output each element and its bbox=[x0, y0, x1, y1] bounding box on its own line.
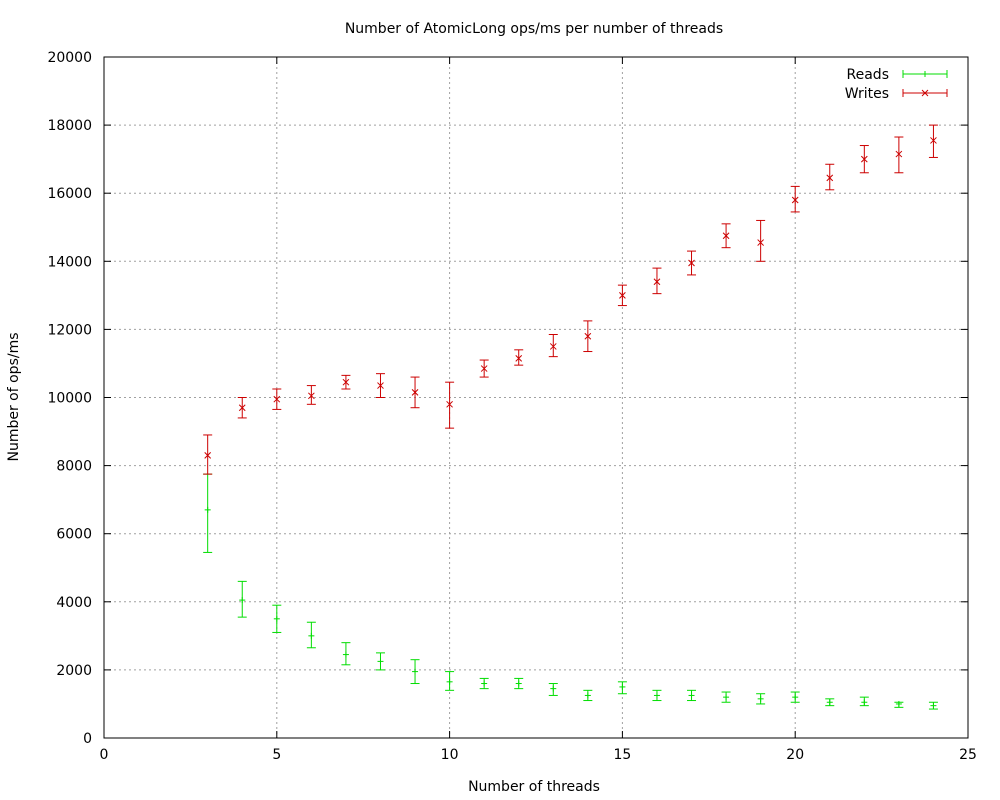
series-writes bbox=[203, 124, 938, 475]
y-tick-label: 2000 bbox=[56, 663, 92, 679]
y-tick-label: 18000 bbox=[47, 118, 92, 134]
series-reads bbox=[203, 473, 938, 710]
marker-cross-b bbox=[308, 392, 315, 400]
marker-cross-b bbox=[921, 89, 929, 97]
y-tick-label: 0 bbox=[83, 731, 92, 747]
marker-cross-b bbox=[273, 395, 281, 403]
legend: Reads Writes bbox=[845, 67, 948, 102]
x-tick-label: 0 bbox=[100, 747, 109, 763]
data-point bbox=[756, 693, 766, 705]
data-point bbox=[617, 284, 627, 307]
data-point bbox=[237, 580, 247, 618]
marker-cross-b bbox=[653, 278, 661, 286]
marker-cross-b bbox=[722, 232, 730, 240]
y-tick-label: 16000 bbox=[47, 186, 92, 202]
legend-item-reads: Reads bbox=[847, 67, 948, 83]
data-point bbox=[410, 376, 420, 409]
data-point bbox=[479, 677, 489, 690]
y-tick-label: 20000 bbox=[47, 50, 92, 66]
data-point bbox=[306, 621, 316, 649]
data-point bbox=[790, 185, 800, 213]
marker-cross-b bbox=[549, 343, 557, 350]
data-point bbox=[583, 689, 593, 702]
x-tick-label: 5 bbox=[272, 747, 281, 763]
data-point bbox=[548, 683, 558, 696]
data-point bbox=[756, 219, 766, 262]
data-point bbox=[687, 689, 697, 702]
axes: 0 5 10 15 20 25 0 2000 4000 6000 8000 10000 12000 140… bbox=[47, 50, 976, 763]
data-point bbox=[721, 691, 731, 703]
data-point bbox=[583, 320, 593, 353]
data-point bbox=[203, 473, 213, 553]
data-point bbox=[341, 642, 351, 666]
gridlines bbox=[104, 57, 968, 738]
data-point bbox=[272, 388, 282, 410]
marker-cross-b bbox=[204, 452, 212, 459]
legend-item-writes: Writes bbox=[845, 86, 948, 102]
data-point bbox=[375, 652, 385, 671]
y-tick-label: 4000 bbox=[56, 595, 92, 611]
data-point bbox=[652, 689, 662, 702]
data-point bbox=[928, 124, 938, 158]
data-point bbox=[894, 136, 904, 174]
y-tick-label: 10000 bbox=[47, 391, 92, 407]
data-point bbox=[479, 359, 489, 378]
data-point bbox=[687, 250, 697, 276]
marker-cross-b bbox=[342, 378, 350, 386]
data-point bbox=[652, 267, 662, 295]
marker-cross-b bbox=[377, 382, 384, 389]
data-point bbox=[859, 696, 869, 707]
data-point bbox=[514, 677, 524, 690]
x-tick-label: 20 bbox=[786, 747, 804, 763]
marker-cross-b bbox=[480, 365, 488, 372]
y-axis-label: Number of ops/ms bbox=[6, 332, 22, 461]
y-tick-label: 14000 bbox=[47, 254, 92, 270]
data-point bbox=[445, 671, 455, 691]
plot-area bbox=[203, 124, 938, 710]
x-tick-label: 15 bbox=[613, 747, 631, 763]
data-point bbox=[375, 373, 385, 398]
legend-label: Writes bbox=[845, 86, 889, 102]
chart-title: Number of AtomicLong ops/ms per number o… bbox=[345, 21, 723, 37]
data-point bbox=[306, 385, 316, 405]
data-point bbox=[859, 145, 869, 174]
data-point bbox=[548, 334, 558, 358]
data-point bbox=[825, 698, 835, 707]
data-point bbox=[825, 163, 835, 191]
y-tick-label: 12000 bbox=[47, 322, 92, 338]
marker-cross-b bbox=[688, 259, 695, 267]
data-point bbox=[721, 223, 731, 249]
marker-cross-b bbox=[826, 174, 834, 182]
legend-label: Reads bbox=[847, 67, 889, 83]
marker-cross-b bbox=[619, 291, 626, 299]
data-point bbox=[928, 701, 938, 710]
data-point bbox=[894, 700, 904, 708]
data-point bbox=[514, 349, 524, 366]
data-point bbox=[410, 659, 420, 685]
marker-cross-b bbox=[446, 400, 453, 408]
marker-cross-b bbox=[238, 404, 246, 412]
marker-cross-b bbox=[584, 332, 592, 340]
y-tick-label: 6000 bbox=[56, 527, 92, 543]
x-tick-label: 25 bbox=[959, 747, 977, 763]
data-point bbox=[617, 681, 627, 695]
marker-cross-b bbox=[895, 150, 903, 158]
marker-cross-b bbox=[515, 354, 523, 362]
marker-cross-b bbox=[411, 389, 419, 396]
data-point bbox=[341, 374, 351, 390]
marker-cross-b bbox=[757, 239, 764, 246]
data-point bbox=[790, 691, 800, 703]
marker-cross-b bbox=[930, 137, 937, 144]
plot-border bbox=[103, 56, 969, 739]
data-point bbox=[272, 604, 282, 633]
data-point bbox=[203, 434, 213, 475]
y-tick-label: 8000 bbox=[56, 459, 92, 475]
marker-cross-b bbox=[791, 196, 799, 204]
marker-cross-b bbox=[860, 155, 868, 163]
data-point bbox=[445, 381, 455, 429]
x-tick-label: 10 bbox=[441, 747, 459, 763]
data-point bbox=[237, 397, 247, 419]
x-axis-label: Number of threads bbox=[468, 779, 600, 795]
